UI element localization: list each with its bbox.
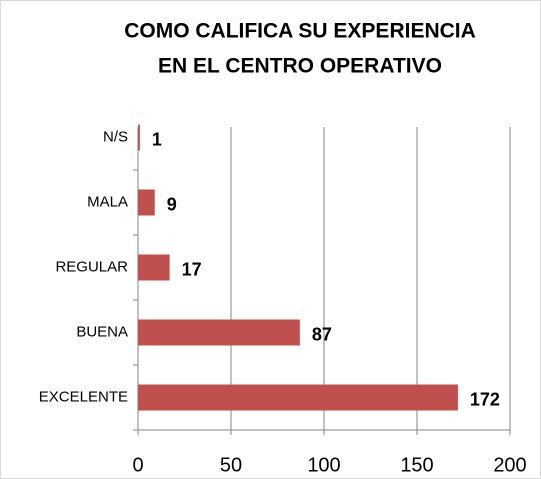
- bar: [138, 124, 140, 151]
- y-tick-label: BUENA: [76, 323, 128, 340]
- chart-title: COMO CALIFICA SU EXPERIENCIA: [124, 20, 476, 43]
- value-label: 172: [470, 389, 500, 409]
- value-label: 1: [152, 129, 162, 149]
- x-tick-label: 150: [400, 454, 433, 476]
- x-tick-label: 200: [493, 454, 526, 476]
- y-tick-label: MALA: [87, 193, 128, 210]
- bar: [138, 384, 458, 411]
- y-tick-label: REGULAR: [55, 258, 128, 275]
- chart-title: EN EL CENTRO OPERATIVO: [158, 55, 442, 78]
- x-tick-label: 100: [307, 454, 340, 476]
- bar: [138, 319, 300, 346]
- bar: [138, 189, 155, 216]
- value-label: 17: [182, 259, 202, 279]
- y-tick-label: EXCELENTE: [39, 388, 128, 405]
- value-label: 87: [312, 324, 332, 344]
- bar: [138, 254, 170, 281]
- x-tick-label: 50: [220, 454, 242, 476]
- value-label: 9: [167, 194, 177, 214]
- x-tick-label: 0: [132, 454, 143, 476]
- y-tick-label: N/S: [103, 128, 128, 145]
